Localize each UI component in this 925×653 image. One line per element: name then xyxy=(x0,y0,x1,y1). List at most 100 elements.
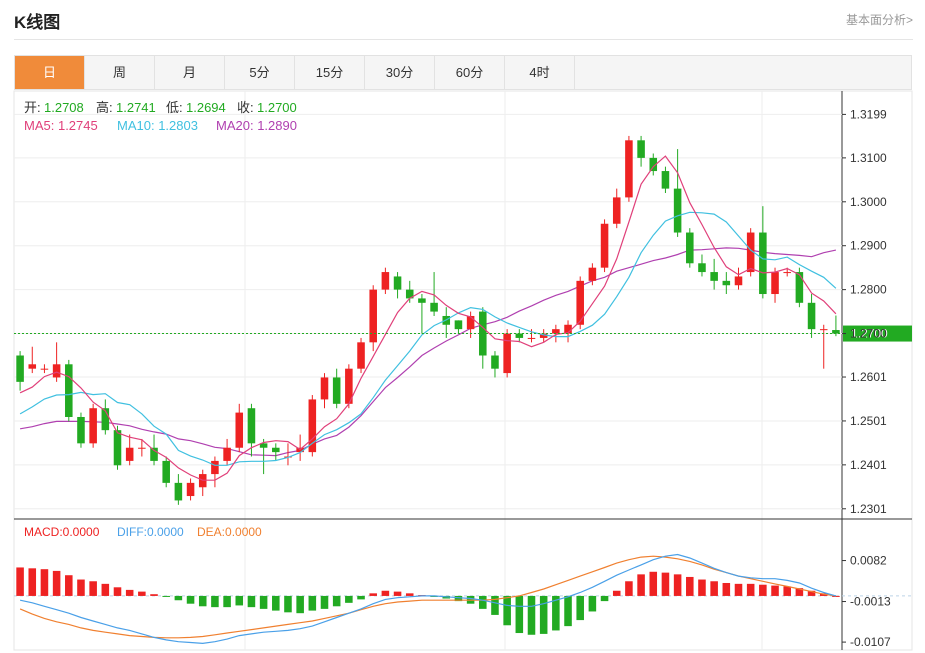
main-plot-frame xyxy=(13,90,913,520)
low-value: 1.2694 xyxy=(186,100,226,115)
macd-bar-42 xyxy=(527,595,536,635)
candle-body-21 xyxy=(272,447,280,453)
macd-bar-26 xyxy=(332,595,341,607)
ma-legend: MA5: 1.2745 MA10: 1.2803 MA20: 1.2890 xyxy=(24,118,297,133)
ma10-legend: MA10: 1.2803 xyxy=(117,118,198,133)
candle-6 xyxy=(89,403,97,448)
tab-15min[interactable]: 15分 xyxy=(295,56,365,89)
candle-32 xyxy=(405,280,414,303)
tab-week[interactable]: 周 xyxy=(85,56,155,89)
macd-bar-27 xyxy=(345,595,353,603)
macd-legend: MACD:0.0000 DIFF:0.0000 DEA:0.0000 xyxy=(24,525,262,539)
macd-bar-52 xyxy=(649,571,658,596)
candle-67 xyxy=(832,315,840,337)
candle-body-45 xyxy=(564,324,572,334)
candle-body-19 xyxy=(247,408,256,444)
tab-30min[interactable]: 30分 xyxy=(365,56,435,89)
candle-body-52 xyxy=(649,157,658,172)
candle-body-62 xyxy=(771,272,779,295)
candle-body-51 xyxy=(637,140,645,158)
close-label: 收: xyxy=(237,100,254,115)
candle-4 xyxy=(65,359,73,422)
macd-bar-59 xyxy=(734,583,743,596)
candle-47 xyxy=(588,263,597,286)
candle-body-31 xyxy=(393,276,402,290)
y-tick-label-9: 1.2301 xyxy=(850,502,887,516)
candle-12 xyxy=(162,456,170,488)
tab-month[interactable]: 月 xyxy=(155,56,225,89)
macd-bar-29 xyxy=(369,593,377,596)
macd-bar-60 xyxy=(746,583,755,596)
candle-body-43 xyxy=(539,333,548,338)
candle-14 xyxy=(186,478,195,501)
y-tick-label-3: 1.2900 xyxy=(850,239,887,253)
candle-41 xyxy=(515,329,524,343)
macd-bar-30 xyxy=(381,590,390,596)
candle-2 xyxy=(40,364,49,374)
candle-body-18 xyxy=(235,412,244,448)
candle-body-46 xyxy=(576,280,584,325)
candle-39 xyxy=(491,351,499,378)
ohlc-info: 开: 1.2708 高: 1.2741 低: 1.2694 收: 1.2700 xyxy=(24,100,297,115)
macd-bar-57 xyxy=(710,581,718,596)
ma5-legend: MA5: 1.2745 xyxy=(24,118,98,133)
candle-body-29 xyxy=(369,289,377,343)
candle-body-58 xyxy=(722,280,731,286)
candle-body-65 xyxy=(807,302,816,330)
macd-bar-10 xyxy=(138,591,146,596)
macd-bar-45 xyxy=(564,595,572,627)
candle-34 xyxy=(430,272,438,316)
candle-body-34 xyxy=(430,302,438,312)
candle-53 xyxy=(661,166,670,194)
macd-bar-61 xyxy=(759,584,767,596)
candle-body-64 xyxy=(795,272,804,303)
candle-body-14 xyxy=(186,482,195,497)
macd-bar-9 xyxy=(125,589,134,596)
candle-26 xyxy=(332,368,341,409)
candle-body-0 xyxy=(16,355,24,382)
candle-50 xyxy=(625,135,633,202)
candle-30 xyxy=(381,267,390,295)
last-price-group: 1.2700 xyxy=(14,325,912,342)
macd-bar-0 xyxy=(16,567,24,596)
tab-day[interactable]: 日 xyxy=(15,56,85,89)
macd-bar-53 xyxy=(661,572,670,596)
candle-body-49 xyxy=(612,197,621,224)
tab-60min[interactable]: 60分 xyxy=(435,56,505,89)
candle-body-13 xyxy=(174,482,183,501)
candle-27 xyxy=(345,364,353,409)
ma10-line xyxy=(19,211,837,466)
candle-15 xyxy=(198,469,207,497)
macd-bar-47 xyxy=(588,595,597,612)
candle-body-36 xyxy=(454,320,463,330)
candle-55 xyxy=(686,228,694,268)
candle-body-8 xyxy=(113,430,122,466)
candle-5 xyxy=(77,412,85,448)
candle-body-39 xyxy=(491,355,499,369)
macd-bar-31 xyxy=(393,591,402,596)
y-tick-label-1: 1.3100 xyxy=(850,151,887,165)
macd-bar-65 xyxy=(807,590,816,596)
tab-5min[interactable]: 5分 xyxy=(225,56,295,89)
macd-bar-4 xyxy=(65,575,73,596)
candle-body-25 xyxy=(320,377,329,400)
macd-bar-56 xyxy=(698,579,706,596)
ma-lines xyxy=(19,155,837,481)
candle-33 xyxy=(418,294,426,334)
macd-bar-13 xyxy=(174,595,183,601)
candle-58 xyxy=(722,272,731,295)
macd-bar-67 xyxy=(832,595,840,597)
candle-51 xyxy=(637,135,645,167)
fundamental-analysis-link[interactable]: 基本面分析> xyxy=(845,13,913,27)
candle-body-33 xyxy=(418,298,426,303)
macd-bar-44 xyxy=(552,595,560,631)
candle-24 xyxy=(308,395,317,457)
candle-body-42 xyxy=(527,337,536,339)
macd-bar-8 xyxy=(113,587,122,596)
y-tick-label-6: 1.2601 xyxy=(850,370,887,384)
candle-20 xyxy=(259,438,268,475)
tab-4hour[interactable]: 4时 xyxy=(505,56,575,89)
y-tick-label-2: 1.3000 xyxy=(850,195,887,209)
candle-body-41 xyxy=(515,333,524,338)
